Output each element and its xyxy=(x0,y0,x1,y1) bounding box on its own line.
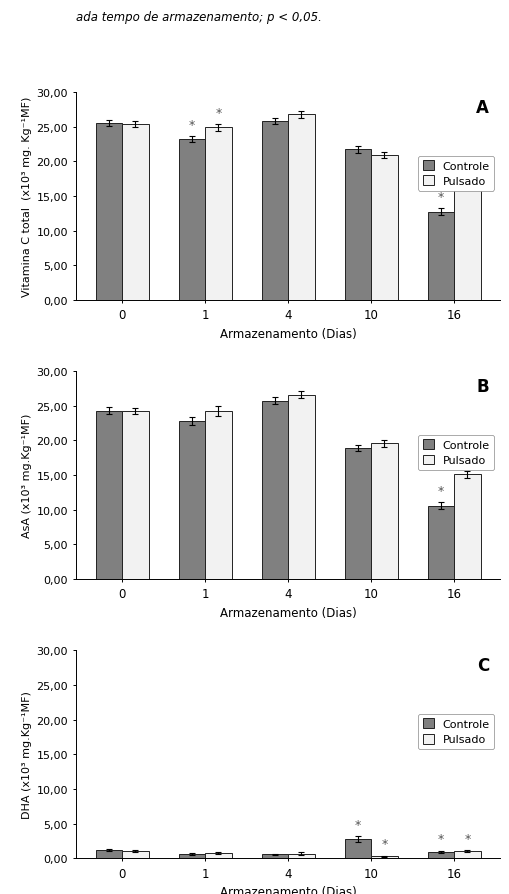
Bar xyxy=(205,853,231,858)
Bar xyxy=(288,395,314,579)
Bar xyxy=(122,850,149,858)
Bar xyxy=(371,856,397,858)
Bar xyxy=(261,401,288,579)
Text: *: * xyxy=(381,838,387,850)
Text: B: B xyxy=(475,378,488,396)
Text: *: * xyxy=(463,453,470,466)
X-axis label: Armazenamento (Dias): Armazenamento (Dias) xyxy=(219,885,356,894)
Bar xyxy=(178,421,205,579)
Y-axis label: DHA (x10³ mg.Kg⁻¹MF): DHA (x10³ mg.Kg⁻¹MF) xyxy=(22,690,32,818)
Bar xyxy=(371,156,397,300)
Bar xyxy=(261,122,288,300)
Bar xyxy=(205,412,231,579)
Bar xyxy=(95,850,122,858)
Bar xyxy=(288,115,314,300)
Text: *: * xyxy=(463,163,470,175)
Text: A: A xyxy=(475,99,488,117)
Bar xyxy=(288,854,314,858)
Bar xyxy=(344,449,371,579)
Text: *: * xyxy=(437,832,443,846)
Bar xyxy=(261,855,288,858)
Text: *: * xyxy=(215,106,221,120)
Text: *: * xyxy=(437,191,443,204)
Bar xyxy=(427,213,453,300)
Bar xyxy=(453,475,480,579)
Text: *: * xyxy=(463,831,470,845)
Text: *: * xyxy=(188,119,194,132)
Bar xyxy=(122,412,149,579)
Text: *: * xyxy=(354,818,360,831)
Bar xyxy=(344,839,371,858)
Bar xyxy=(427,506,453,579)
Bar xyxy=(427,852,453,858)
Bar xyxy=(205,128,231,300)
Y-axis label: AsA (x10³ mg.Kg⁻¹MF): AsA (x10³ mg.Kg⁻¹MF) xyxy=(22,413,32,537)
Bar xyxy=(178,139,205,300)
Legend: Controle, Pulsado: Controle, Pulsado xyxy=(417,156,493,191)
Bar xyxy=(95,124,122,300)
X-axis label: Armazenamento (Dias): Armazenamento (Dias) xyxy=(219,327,356,341)
Text: ada tempo de armazenamento; p < 0,05.: ada tempo de armazenamento; p < 0,05. xyxy=(76,11,322,24)
Legend: Controle, Pulsado: Controle, Pulsado xyxy=(417,714,493,749)
X-axis label: Armazenamento (Dias): Armazenamento (Dias) xyxy=(219,606,356,620)
Y-axis label: Vitamina C total  (x10³ mg. Kg⁻¹MF): Vitamina C total (x10³ mg. Kg⁻¹MF) xyxy=(22,97,32,297)
Bar xyxy=(95,411,122,579)
Text: C: C xyxy=(476,657,488,675)
Text: *: * xyxy=(437,485,443,497)
Legend: Controle, Pulsado: Controle, Pulsado xyxy=(417,435,493,470)
Bar xyxy=(453,184,480,300)
Bar xyxy=(122,124,149,300)
Bar xyxy=(178,854,205,858)
Bar xyxy=(371,443,397,579)
Bar xyxy=(344,150,371,300)
Bar xyxy=(453,851,480,858)
